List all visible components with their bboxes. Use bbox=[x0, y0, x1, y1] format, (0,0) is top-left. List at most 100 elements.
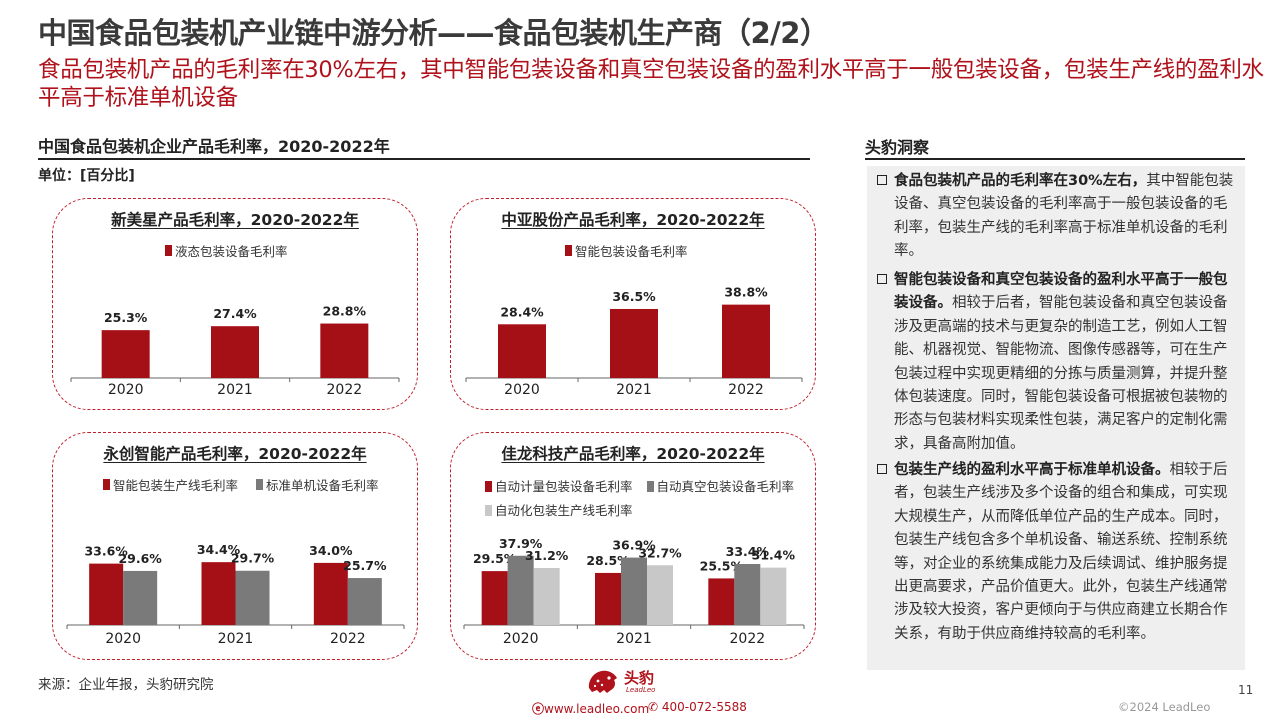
insight-bold: 食品包装机产品的毛利率在30%左右， bbox=[894, 173, 1147, 189]
legend-item: 智能包装设备毛利率 bbox=[565, 241, 688, 260]
bar bbox=[708, 578, 735, 625]
x-tick-label: 2022 bbox=[728, 382, 764, 398]
data-label: 28.4% bbox=[500, 304, 544, 319]
x-tick-label: 2020 bbox=[108, 382, 144, 398]
insight-text: 相较于后者，包装生产线涉及多个设备的组合和集成，可实现大规模生产，从而降低单位产… bbox=[894, 462, 1228, 642]
chart-title: 中亚股份产品毛利率，2020-2022年 bbox=[501, 211, 765, 229]
legend-label: 标准单机设备毛利率 bbox=[266, 478, 379, 493]
insights-heading: 头豹洞察 bbox=[865, 138, 930, 157]
chart-panel-jialong: 佳龙科技产品毛利率，2020-2022年 自动计量包装设备毛利率 自动真空包装设备… bbox=[450, 432, 816, 660]
bar bbox=[201, 562, 236, 625]
legend-item: 自动化包装生产线毛利率 bbox=[485, 499, 633, 522]
legend-swatch bbox=[646, 481, 654, 492]
legend-swatch bbox=[103, 479, 110, 490]
chart-legend: 智能包装设备毛利率 bbox=[565, 241, 702, 260]
insight-bold: 包装生产线的盈利水平高于标准单机设备。 bbox=[894, 462, 1170, 478]
data-label: 32.7% bbox=[638, 545, 682, 560]
chart-panel-xinmeixing: 新美星产品毛利率，2020-2022年 液态包装设备毛利率 25.3% 2020 2… bbox=[52, 198, 418, 410]
data-label: 36.5% bbox=[612, 289, 656, 304]
web-icon: ⓔ bbox=[532, 702, 545, 716]
data-label: 36.9% bbox=[612, 538, 656, 553]
brand-logo-text: 头豹 bbox=[624, 669, 655, 687]
x-tick-label: 2022 bbox=[730, 631, 766, 647]
brand-logo-subtext: LeadLeo bbox=[626, 686, 656, 694]
chart-section-heading: 中国食品包装机企业产品毛利率，2020-2022年 bbox=[38, 137, 390, 156]
x-tick-label: 2022 bbox=[330, 631, 366, 647]
bar bbox=[101, 330, 150, 378]
source-note: 来源：企业年报，头豹研究院 bbox=[38, 677, 214, 693]
legend-swatch bbox=[485, 481, 492, 492]
bar bbox=[211, 326, 259, 378]
legend-item: 自动计量包装设备毛利率 bbox=[485, 475, 633, 498]
page-title: 中国食品包装机产业链中游分析——食品包装机生产商（2/2） bbox=[38, 16, 829, 50]
x-tick-label: 2021 bbox=[616, 382, 652, 398]
website-link[interactable]: ⓔwww.leadleo.com bbox=[532, 700, 649, 717]
page-subtitle: 食品包装机产品的毛利率在30%左右，其中智能包装设备和真空包装设备的盈利水平高于… bbox=[38, 57, 1264, 111]
section-divider bbox=[38, 158, 810, 160]
bar bbox=[320, 323, 369, 378]
legend-swatch bbox=[565, 245, 572, 256]
chart-panel-yongchuang: 永创智能产品毛利率，2020-2022年 智能包装生产线毛利率 标准单机设备毛利… bbox=[52, 432, 418, 660]
legend-item: 智能包装生产线毛利率 bbox=[103, 475, 238, 494]
bar bbox=[734, 563, 761, 625]
data-label: 34.4% bbox=[197, 542, 241, 557]
x-tick-label: 2020 bbox=[503, 631, 539, 647]
data-label: 28.8% bbox=[323, 304, 367, 319]
x-tick-label: 2020 bbox=[105, 631, 141, 647]
bar bbox=[313, 562, 348, 625]
chart-legend: 智能包装生产线毛利率 标准单机设备毛利率 bbox=[103, 475, 393, 494]
legend-item: 自动真空包装设备毛利率 bbox=[646, 475, 794, 498]
bar bbox=[507, 555, 534, 625]
data-label: 33.6% bbox=[84, 544, 128, 559]
data-label: 37.9% bbox=[499, 536, 543, 551]
x-tick-label: 2021 bbox=[616, 631, 652, 647]
bar bbox=[647, 565, 673, 625]
bar bbox=[621, 557, 647, 625]
legend-label: 智能包装生产线毛利率 bbox=[113, 478, 239, 493]
chart-legend: 自动计量包装设备毛利率 自动真空包装设备毛利率 自动化包装生产线毛利率 bbox=[485, 475, 815, 523]
insight-item: 智能包装设备和真空包装设备的盈利水平高于一般包装设备。相较于后者，智能包装设备和… bbox=[877, 269, 1237, 456]
chart-title: 新美星产品毛利率，2020-2022年 bbox=[111, 211, 359, 229]
data-label: 29.5% bbox=[473, 551, 517, 566]
chart-panel-zhongya: 中亚股份产品毛利率，2020-2022年 智能包装设备毛利率 28.4% 2020… bbox=[450, 198, 816, 410]
data-label: 25.3% bbox=[104, 310, 148, 325]
legend-label: 自动化包装生产线毛利率 bbox=[495, 503, 633, 518]
legend-item: 液态包装设备毛利率 bbox=[165, 241, 288, 260]
data-label: 31.4% bbox=[752, 548, 796, 563]
checkbox-bullet-icon bbox=[877, 464, 887, 474]
phone-icon: ✆ bbox=[648, 700, 662, 714]
bar bbox=[760, 567, 787, 625]
legend-swatch bbox=[485, 505, 492, 516]
chart-plot: 29.5%37.9%31.2% 2020 28.5%36.9%32.7% 2021 25… bbox=[463, 536, 805, 647]
chart-plot: 33.6%29.6% 2020 34.4%29.7% 2021 34.0%25.7% 20… bbox=[66, 542, 405, 647]
chart-legend: 液态包装设备毛利率 bbox=[165, 241, 302, 260]
data-label: 25.7% bbox=[343, 558, 387, 573]
insight-text: 相较于后者，智能包装设备和真空包装设备涉及更高端的技术与更复杂的制造工艺，例如人… bbox=[894, 295, 1228, 452]
data-label: 28.5% bbox=[586, 553, 630, 568]
website-text: www.leadleo.com bbox=[544, 702, 650, 716]
data-label: 38.8% bbox=[724, 285, 768, 300]
leopard-logo-icon bbox=[588, 670, 617, 693]
bar bbox=[235, 570, 270, 625]
data-label: 33.4% bbox=[726, 544, 770, 559]
data-label: 34.0% bbox=[309, 543, 353, 558]
x-tick-label: 2021 bbox=[218, 631, 254, 647]
x-tick-label: 2020 bbox=[504, 382, 540, 398]
page-number: 11 bbox=[1238, 683, 1254, 697]
data-label: 29.6% bbox=[118, 551, 162, 566]
data-label: 25.5% bbox=[700, 558, 744, 573]
insights-divider bbox=[865, 158, 1245, 160]
chart-plot: 28.4% 2020 36.5% 2021 38.8% 2022 bbox=[465, 285, 803, 398]
checkbox-bullet-icon bbox=[877, 274, 887, 284]
bar bbox=[123, 570, 158, 625]
copyright: ©2024 LeadLeo bbox=[1118, 700, 1211, 714]
legend-item: 标准单机设备毛利率 bbox=[256, 475, 379, 494]
bar bbox=[347, 578, 382, 625]
legend-label: 自动计量包装设备毛利率 bbox=[495, 479, 633, 494]
insight-item: 包装生产线的盈利水平高于标准单机设备。相较于后者，包装生产线涉及多个设备的组合和… bbox=[877, 459, 1237, 646]
unit-label: 单位：[百分比] bbox=[38, 168, 135, 184]
legend-label: 液态包装设备毛利率 bbox=[175, 244, 288, 259]
insights-panel: 食品包装机产品的毛利率在30%左右，其中智能包装设备、真空包装设备的毛利率高于一… bbox=[867, 166, 1245, 670]
checkbox-bullet-icon bbox=[877, 175, 887, 185]
data-label: 31.2% bbox=[525, 548, 569, 563]
